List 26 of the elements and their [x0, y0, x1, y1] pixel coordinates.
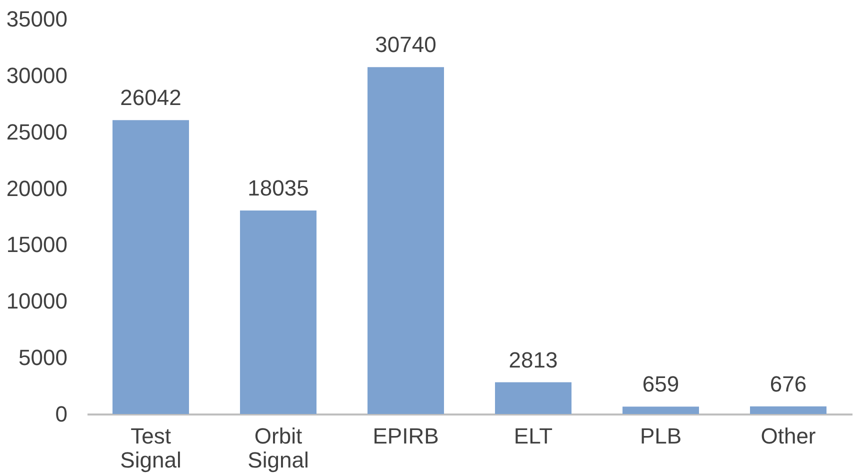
x-tick-label: Test Signal	[120, 424, 182, 472]
x-tick-label: ELT	[514, 424, 553, 448]
bar	[368, 67, 444, 414]
x-tick-label: PLB	[640, 424, 682, 448]
data-label: 30740	[375, 32, 436, 58]
y-tick-label: 35000	[6, 6, 68, 32]
y-tick-label: 20000	[6, 176, 68, 201]
y-tick-label: 30000	[6, 62, 68, 88]
x-tick-label: EPIRB	[372, 424, 439, 448]
data-label: 659	[642, 372, 680, 397]
y-tick-label: 5000	[18, 345, 68, 370]
x-tick-label: Orbit Signal	[248, 424, 309, 472]
bar	[750, 406, 826, 414]
data-label: 676	[770, 371, 807, 396]
bar	[622, 406, 699, 414]
y-tick-label: 25000	[6, 119, 68, 144]
data-label: 18035	[248, 175, 309, 200]
bar	[495, 382, 572, 414]
y-tick-label: 15000	[6, 232, 68, 258]
x-tick-label: Other	[760, 424, 816, 448]
bar	[112, 120, 189, 414]
bar	[240, 210, 316, 414]
data-label: 2813	[508, 347, 558, 372]
data-label: 26042	[120, 85, 182, 110]
y-tick-label: 0	[55, 402, 68, 426]
y-tick-label: 10000	[6, 288, 68, 314]
